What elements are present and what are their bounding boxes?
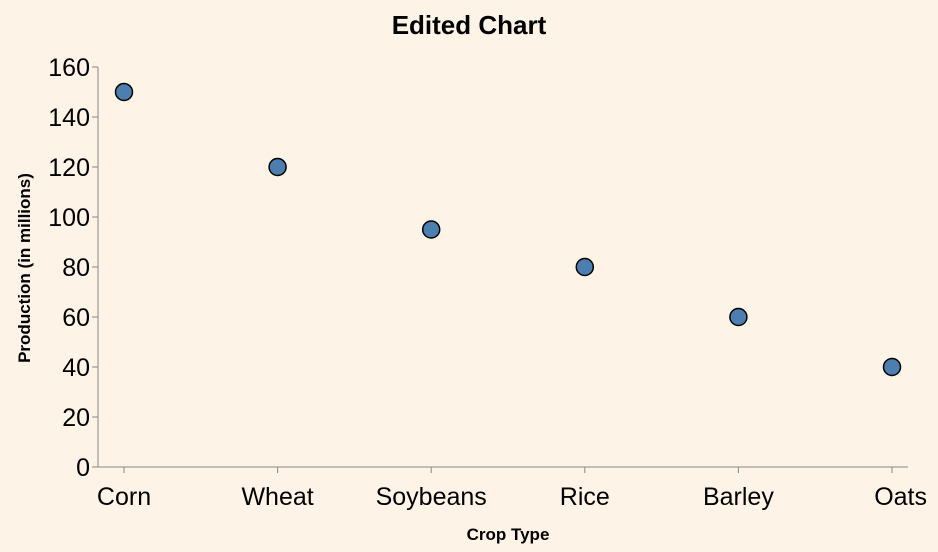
y-tick-label: 40 bbox=[62, 354, 90, 382]
x-tick-label: Soybeans bbox=[376, 483, 487, 511]
x-tick-label: Rice bbox=[560, 483, 610, 511]
data-point bbox=[575, 257, 595, 277]
y-axis: 0 20 40 60 80 100 120 140 160 bbox=[48, 54, 99, 482]
y-tick-label: 20 bbox=[62, 404, 90, 432]
y-tick-label: 140 bbox=[48, 104, 90, 132]
chart-title: Edited Chart bbox=[392, 10, 547, 40]
y-tick-label: 60 bbox=[62, 304, 90, 332]
y-tick-label: 0 bbox=[76, 454, 90, 482]
y-tick-label: 160 bbox=[48, 54, 90, 82]
data-point bbox=[421, 220, 441, 239]
x-tick-label: Oats bbox=[874, 483, 927, 511]
data-point bbox=[114, 82, 134, 102]
y-axis-title: Production (in millions) bbox=[15, 173, 34, 363]
y-tick-label: 120 bbox=[48, 154, 90, 182]
x-tick-label: Barley bbox=[703, 483, 774, 511]
data-point bbox=[268, 157, 287, 177]
x-tick-label: Wheat bbox=[241, 483, 313, 511]
x-tick-label: Corn bbox=[97, 483, 151, 511]
data-point bbox=[882, 357, 902, 377]
data-point bbox=[729, 307, 748, 327]
y-tick-label: 100 bbox=[48, 204, 90, 232]
y-tick-label: 80 bbox=[62, 254, 90, 282]
x-axis-title: Crop Type bbox=[467, 525, 550, 544]
x-axis: Corn Wheat Soybeans Rice Barley Oats bbox=[97, 466, 927, 511]
data-points bbox=[114, 82, 902, 377]
